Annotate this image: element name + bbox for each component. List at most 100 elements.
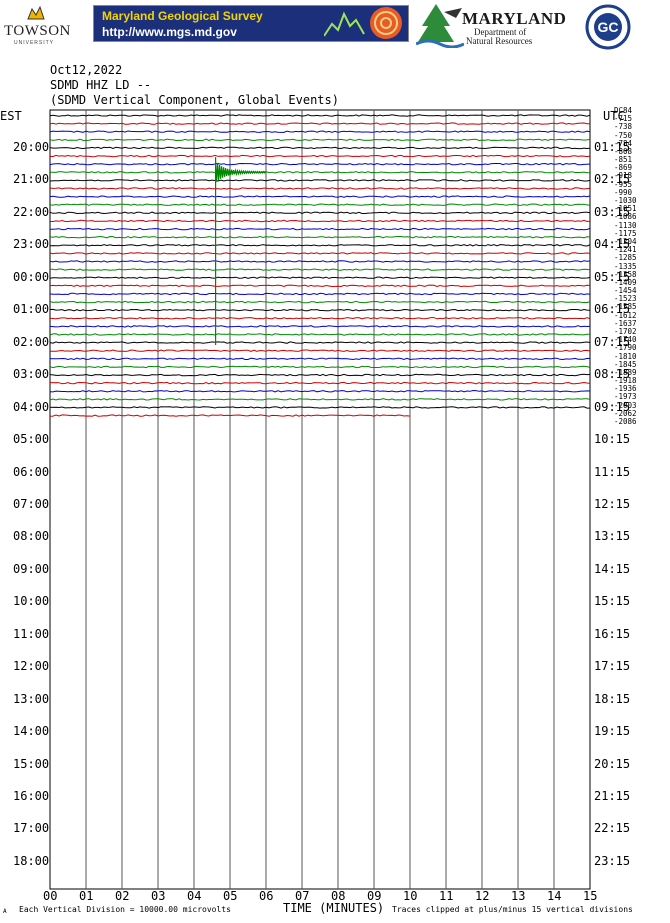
- right-count-label: -808: [614, 146, 633, 156]
- left-time-label: 23:00: [13, 237, 50, 252]
- mgs-url[interactable]: http://www.mgs.md.gov: [102, 25, 237, 39]
- right-count-label: -1130: [614, 220, 637, 230]
- right-count-label: -1241: [614, 245, 637, 255]
- right-time-label: 09:15: [594, 399, 631, 414]
- right-time-label: 16:15: [594, 626, 631, 641]
- right-time-label: 21:15: [594, 789, 631, 803]
- right-count-label: -2062: [614, 408, 637, 418]
- left-time-label: 16:00: [13, 789, 50, 803]
- dnr-subtitle-2: Natural Resources: [466, 36, 533, 46]
- dnr-name: MARYLAND: [462, 9, 567, 28]
- x-tick-label: 00: [43, 889, 58, 903]
- seismic-trace: [49, 317, 591, 320]
- right-count-label: -1285: [614, 253, 637, 263]
- right-time-label: 19:15: [594, 724, 631, 739]
- event: [215, 157, 267, 345]
- left-time-label: 22:00: [13, 204, 50, 219]
- x-tick-label: 12: [475, 889, 490, 903]
- seismic-trace: [49, 284, 591, 288]
- seismic-trace: [49, 365, 591, 369]
- x-tick-label: 06: [259, 889, 274, 903]
- right-count-label: -1358: [614, 269, 637, 279]
- seismic-trace: [49, 292, 591, 296]
- seismic-trace: [49, 398, 591, 401]
- seismic-trace: [49, 414, 411, 417]
- left-time-label: 01:00: [13, 302, 50, 317]
- seismic-trace: [49, 114, 591, 117]
- seismic-trace: [50, 227, 591, 231]
- right-count-label: -1030: [614, 196, 637, 206]
- right-count-label: -2086: [614, 417, 637, 426]
- right-time-label: 11:15: [594, 464, 631, 479]
- gc-letters: GC: [598, 19, 619, 35]
- left-time-label: 21:00: [13, 172, 50, 187]
- right-count-label: -1790: [614, 343, 637, 353]
- seismic-trace: [49, 300, 591, 304]
- est-label: EST: [0, 109, 22, 123]
- traces: [49, 114, 591, 417]
- left-time-label: 00:00: [13, 269, 50, 284]
- plot-date: Oct12,2022: [50, 63, 123, 77]
- seismic-graphic-icon: [324, 7, 402, 39]
- right-count-label: -715: [614, 114, 633, 124]
- seismic-trace: [49, 260, 591, 263]
- seismic-trace: [49, 389, 591, 393]
- x-tick-label: 08: [331, 889, 346, 903]
- mgs-banner[interactable]: Maryland Geological Survey http://www.mg…: [93, 5, 409, 42]
- x-tick-label: 01: [79, 889, 94, 903]
- left-time-label: 03:00: [13, 367, 50, 382]
- right-time-label: 10:15: [594, 432, 631, 447]
- right-count-label: -2003: [614, 400, 637, 410]
- dnr-subtitle-1: Department of: [474, 27, 527, 37]
- towson-name: TOWSON: [4, 23, 71, 39]
- right-time-label: 18:15: [594, 691, 631, 706]
- seismic-trace: [49, 341, 591, 344]
- left-time-label: 18:00: [13, 853, 50, 868]
- right-time-label: 03:15: [594, 204, 631, 219]
- x-axis-label: TIME (MINUTES): [283, 901, 385, 915]
- x-tick-label: 14: [547, 889, 562, 903]
- left-time-label: 13:00: [13, 691, 50, 706]
- left-time-label: 04:00: [13, 399, 50, 414]
- right-time-label: 22:15: [594, 821, 631, 836]
- towson-tiger-icon: [27, 5, 45, 20]
- mgs-title: Maryland Geological Survey: [102, 9, 263, 23]
- right-count-label: -750: [614, 130, 633, 140]
- seismic-trace: [49, 406, 590, 409]
- seismic-trace: [49, 179, 591, 182]
- left-time-label: 10:00: [13, 594, 50, 609]
- seismic-trace: [49, 373, 591, 377]
- right-time-label: 01:15: [594, 140, 631, 154]
- right-count-label: -1523: [614, 294, 637, 304]
- right-time-label: 08:15: [594, 367, 631, 382]
- right-count-label: -1454: [614, 286, 637, 296]
- right-count-label: -1086: [614, 212, 637, 222]
- x-tick-label: 03: [151, 889, 166, 903]
- right-count-label: -1637: [614, 318, 637, 328]
- seismic-trace: [49, 349, 591, 352]
- right-count-label: DC84: [614, 106, 633, 115]
- left-time-label: 05:00: [13, 432, 50, 447]
- right-count-label: -1918: [614, 376, 637, 386]
- seismic-trace: [50, 268, 591, 271]
- right-count-label: -1335: [614, 261, 637, 271]
- x-tick-label: 05: [223, 889, 238, 903]
- right-count-label: -1973: [614, 392, 637, 402]
- right-count-label: -1612: [614, 310, 637, 320]
- right-count-label: -1740: [614, 335, 637, 345]
- seismic-trace: [49, 154, 591, 158]
- x-tick-label: 11: [439, 889, 454, 903]
- seismic-trace: [49, 276, 591, 279]
- x-tick-label: 07: [295, 889, 310, 903]
- seismic-trace: [49, 122, 590, 125]
- seismic-trace: [49, 252, 591, 255]
- left-time-label: 17:00: [13, 821, 50, 836]
- left-time-label: 08:00: [13, 529, 50, 544]
- right-count-label: -869: [614, 163, 633, 173]
- plot-description: (SDMD Vertical Component, Global Events): [50, 93, 339, 107]
- right-count-label: -1702: [614, 326, 637, 336]
- seismic-trace: [49, 357, 591, 361]
- right-time-label: 06:15: [594, 302, 631, 317]
- x-tick-label: 04: [187, 889, 202, 903]
- right-time-label: 07:15: [594, 334, 631, 349]
